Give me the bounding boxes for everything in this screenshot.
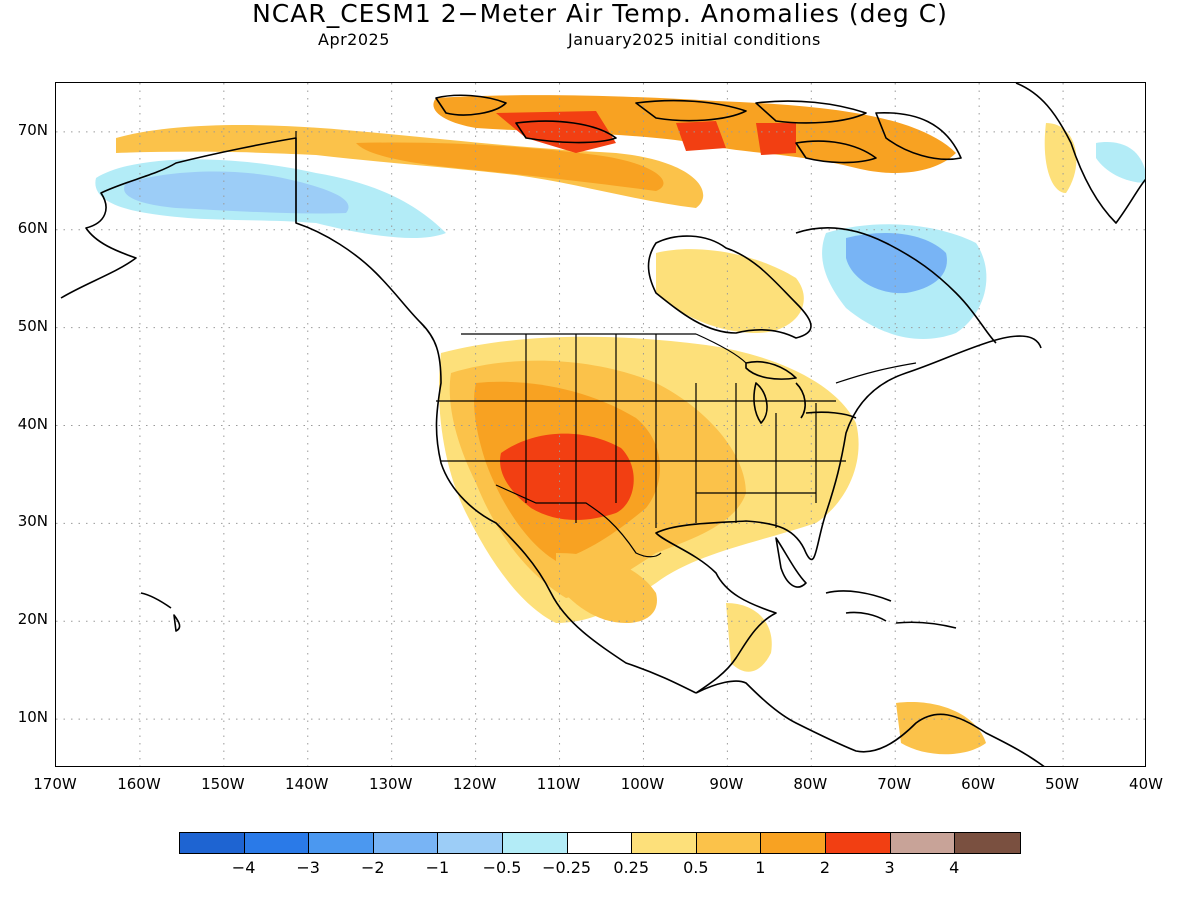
colorbar-label: 1	[755, 858, 766, 877]
longitude-tick-label: 50W	[1045, 775, 1080, 793]
latitude-tick-label: 40N	[17, 414, 48, 433]
longitude-tick-label: 140W	[285, 775, 329, 793]
warm-anomaly-mexico	[556, 553, 657, 623]
warm-anomaly-south-america	[896, 702, 986, 755]
hot-anomaly-southwest	[500, 433, 634, 520]
colorbar-swatch	[696, 833, 762, 853]
colorbar-label: −4	[231, 858, 256, 877]
longitude-tick-label: 120W	[452, 775, 497, 793]
colorbar-swatch	[373, 833, 439, 853]
longitude-tick-label: 80W	[793, 775, 828, 793]
colorbar-label: 4	[949, 858, 960, 877]
colorbar-label: −3	[296, 858, 320, 877]
colorbar-swatch	[955, 833, 1020, 853]
longitude-tick-label: 160W	[117, 775, 161, 793]
latitude-tick-label: 70N	[17, 120, 48, 139]
colorbar-swatch	[180, 833, 245, 853]
longitude-tick-label: 90W	[709, 775, 744, 793]
colorbar-label: −1	[425, 858, 450, 877]
colorbar-label: 0.25	[613, 858, 649, 877]
graticule	[56, 83, 1145, 766]
cool-anomaly-greenland	[1096, 142, 1145, 183]
latitude-tick-label: 30N	[17, 512, 48, 531]
colorbar-label: 2	[819, 858, 831, 877]
colorbar-swatch	[502, 833, 568, 853]
longitude-tick-label: 170W	[33, 775, 77, 793]
latitude-tick-label: 10N	[17, 708, 48, 727]
warm-anomaly-arctic	[116, 125, 704, 208]
longitude-tick-label: 150W	[201, 775, 245, 793]
longitude-tick-label: 40W	[1129, 775, 1163, 793]
colorbar-swatch	[244, 833, 310, 853]
borders	[295, 131, 917, 558]
latitude-tick-label: 60N	[17, 218, 48, 237]
colorbar	[179, 832, 1021, 854]
longitude-tick-label: 100W	[620, 775, 665, 793]
anomaly-map	[56, 83, 1145, 766]
hot-anomaly-archipelago-3	[756, 123, 796, 155]
coastlines	[60, 83, 1145, 766]
chart-title: NCAR_CESM1 2−Meter Air Temp. Anomalies (…	[252, 0, 948, 28]
warm-anomaly-hudson	[656, 249, 804, 333]
colorbar-label: 0.5	[683, 858, 709, 877]
colorbar-swatch	[438, 833, 503, 853]
colorbar-swatch	[825, 833, 891, 853]
colorbar-label: −0.5	[482, 858, 522, 877]
initial-conditions: January2025 initial conditions	[568, 30, 821, 49]
colorbar-swatch	[890, 833, 956, 853]
latitude-tick-label: 50N	[17, 316, 48, 335]
colorbar-label: −0.25	[542, 858, 592, 877]
colorbar-swatch	[309, 833, 374, 853]
warm-anomaly-greenland	[1044, 123, 1077, 193]
colorbar-swatch	[632, 833, 697, 853]
anomaly-shading	[95, 95, 1145, 755]
cool-anomaly-alaska-core	[124, 171, 349, 214]
forecast-month: Apr2025	[318, 30, 390, 49]
colorbar-label: −2	[361, 858, 385, 877]
longitude-tick-label: 60W	[961, 775, 996, 793]
warm-anomaly-arctic-east	[356, 142, 664, 191]
longitude-tick-label: 70W	[877, 775, 912, 793]
cool-anomaly-quebec-core	[846, 233, 947, 294]
longitude-tick-label: 110W	[536, 775, 581, 793]
longitude-tick-label: 130W	[368, 775, 413, 793]
latitude-tick-label: 20N	[17, 610, 48, 629]
colorbar-swatch	[761, 833, 826, 853]
colorbar-swatch	[567, 833, 633, 853]
colorbar-label: 3	[884, 858, 895, 877]
map-panel	[55, 82, 1146, 767]
hot-anomaly-archipelago-2	[676, 121, 726, 151]
